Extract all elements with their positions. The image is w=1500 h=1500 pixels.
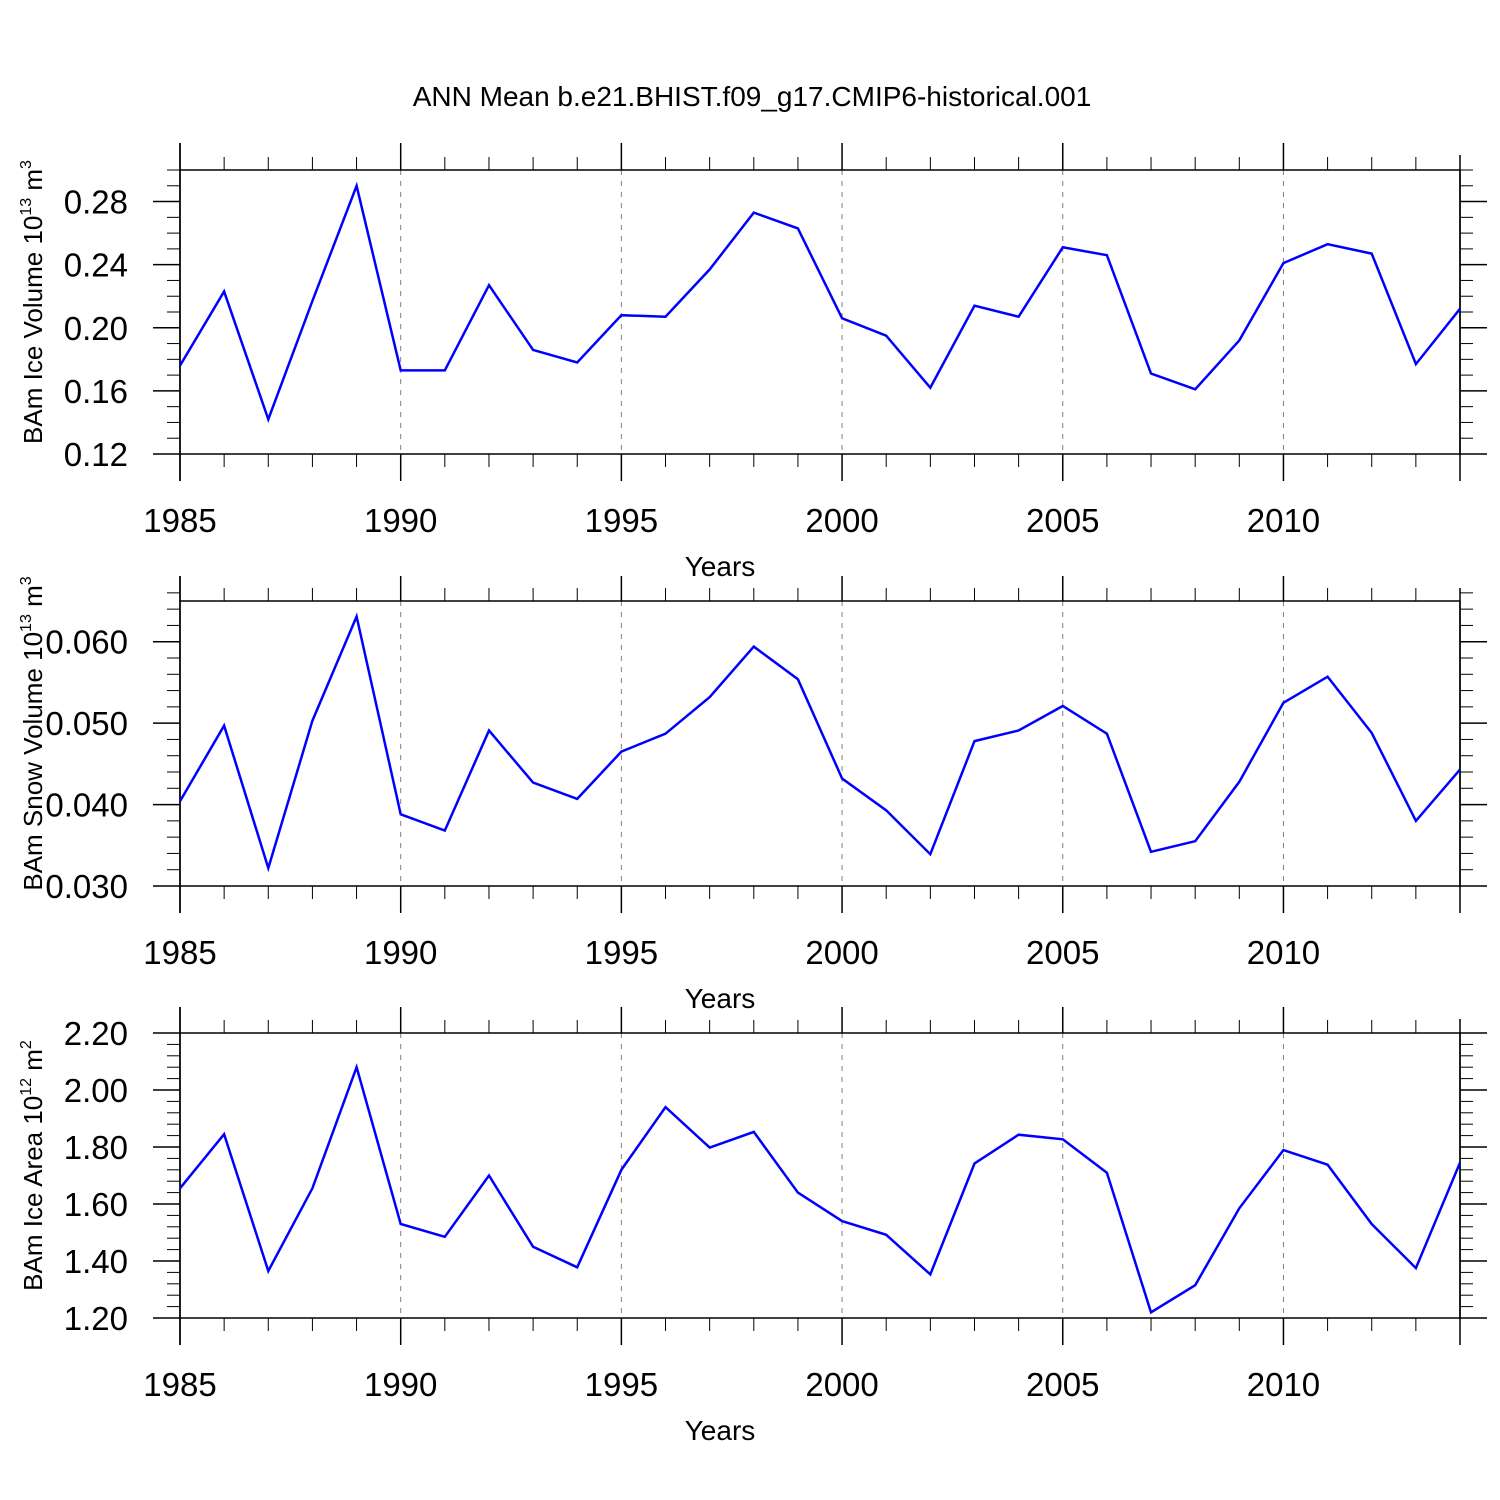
x-tick-label: 2005 (1026, 934, 1099, 971)
x-tick-label: 1985 (143, 502, 216, 539)
y-tick-label: 1.60 (64, 1186, 128, 1223)
y-tick-label: 0.20 (64, 310, 128, 347)
plot-frame (179, 1032, 1461, 1319)
x-tick-label: 1995 (585, 934, 658, 971)
x-tick-label: 1995 (585, 502, 658, 539)
y-tick-label: 0.28 (64, 184, 128, 221)
series-line (178, 612, 1461, 873)
panel-snow-volume: 1985 1990 1995 2000 2005 2010 0.030 0.040 0.050 0… (18, 576, 1487, 1014)
chart-title: ANN Mean b.e21.BHIST.f09_g17.CMIP6-histo… (413, 81, 1092, 112)
y-tick-label: 0.16 (64, 373, 128, 410)
y-tick-label: 1.40 (64, 1243, 128, 1280)
x-tick-label: 1990 (364, 1366, 437, 1403)
y-axis-label: BAm Ice Area 1012 m2 (18, 1040, 48, 1291)
x-tick-label: 1990 (364, 502, 437, 539)
y-tick-label: 0.12 (64, 436, 128, 473)
x-axis-label: Years (685, 1415, 756, 1446)
x-axis-label: Years (685, 983, 756, 1014)
series-line (178, 181, 1461, 423)
y-tick-label: 0.060 (45, 624, 128, 661)
x-tick-label: 1995 (585, 1366, 658, 1403)
y-tick-label: 2.00 (64, 1072, 128, 1109)
x-tick-label: 2010 (1247, 1366, 1320, 1403)
panel-ice-area: 1985 1990 1995 2000 2005 2010 1.20 1.40 1.60 1.80… (18, 1007, 1487, 1446)
x-tick-label: 1985 (143, 1366, 216, 1403)
plot-frame (179, 600, 1461, 887)
plot-frame (179, 169, 1461, 455)
y-tick-label: 1.80 (64, 1129, 128, 1166)
y-tick-label: 0.040 (45, 787, 128, 824)
series-line (179, 1063, 1462, 1315)
y-tick-label: 0.050 (45, 705, 128, 742)
x-tick-label: 2000 (805, 1366, 878, 1403)
x-tick-label: 1990 (364, 934, 437, 971)
y-tick-label: 1.20 (64, 1300, 128, 1337)
y-axis-label: BAm Ice Volume 1013 m3 (18, 160, 48, 444)
x-tick-label: 2010 (1247, 502, 1320, 539)
x-tick-label: 2000 (805, 502, 878, 539)
x-tick-label: 2000 (805, 934, 878, 971)
y-tick-label: 0.030 (45, 868, 128, 905)
x-tick-label: 1985 (143, 934, 216, 971)
y-axis-label: BAm Snow Volume 1013 m3 (18, 576, 48, 890)
y-tick-label: 2.20 (64, 1015, 128, 1052)
x-axis-label: Years (685, 551, 756, 582)
x-tick-label: 2005 (1026, 1366, 1099, 1403)
x-tick-label: 2005 (1026, 502, 1099, 539)
y-tick-label: 0.24 (64, 247, 128, 284)
x-tick-label: 2010 (1247, 934, 1320, 971)
panel-ice-volume: 1985 1990 1995 2000 2005 2010 0.12 0.16 0.20 0.24… (18, 143, 1487, 582)
